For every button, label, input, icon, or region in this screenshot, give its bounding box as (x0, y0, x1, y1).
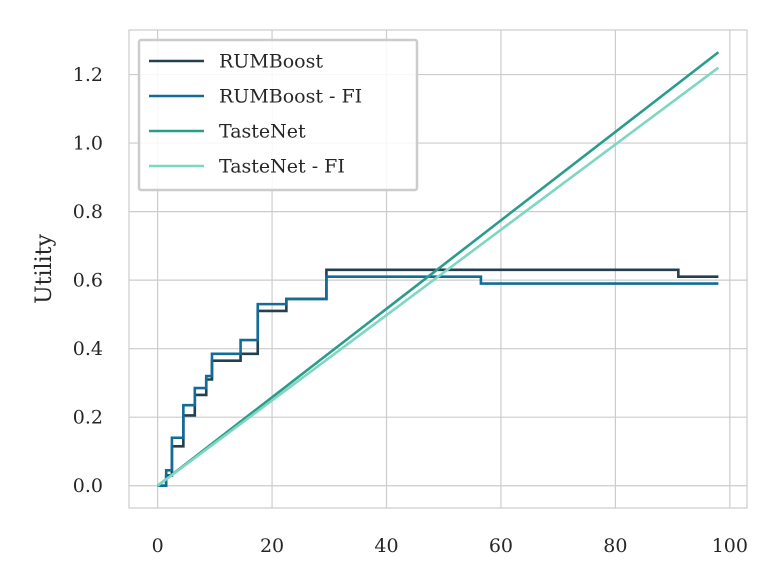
x-tick-label: 0 (152, 535, 164, 557)
series-line-2 (157, 275, 719, 488)
x-tick-label: 60 (489, 535, 513, 557)
series-line-3 (156, 51, 720, 487)
y-tick-label: 1.0 (73, 133, 103, 155)
y-tick-labels: 0.0 0.2 0.4 0.6 0.8 1.0 1.2 (73, 64, 103, 497)
x-tick-label: 20 (260, 535, 284, 557)
x-tick-labels: 0 20 40 60 80 100 (152, 535, 748, 557)
legend-label-4: TasteNet - FI (219, 156, 345, 178)
y-tick-label: 0.8 (73, 201, 103, 223)
y-tick-label: 0.0 (73, 475, 103, 497)
y-tick-label: 0.2 (73, 407, 103, 429)
legend-label-3: TasteNet (219, 121, 306, 143)
legend-label-2: RUMBoost - FI (219, 86, 362, 108)
x-tick-label: 40 (374, 535, 398, 557)
y-axis-label: Utility (32, 234, 57, 304)
legend: RUMBoost RUMBoost - FI TasteNet TasteNet - … (137, 38, 419, 192)
legend-label-1: RUMBoost (219, 51, 323, 73)
x-tick-label: 80 (603, 535, 627, 557)
y-tick-label: 0.4 (73, 338, 103, 360)
y-tick-label: 0.6 (73, 270, 103, 292)
x-tick-label: 100 (712, 535, 748, 557)
y-tick-label: 1.2 (73, 64, 103, 86)
series-lines (156, 51, 720, 488)
legend-box (137, 38, 419, 192)
plot-frame (128, 29, 748, 509)
series-line-4 (156, 66, 720, 487)
